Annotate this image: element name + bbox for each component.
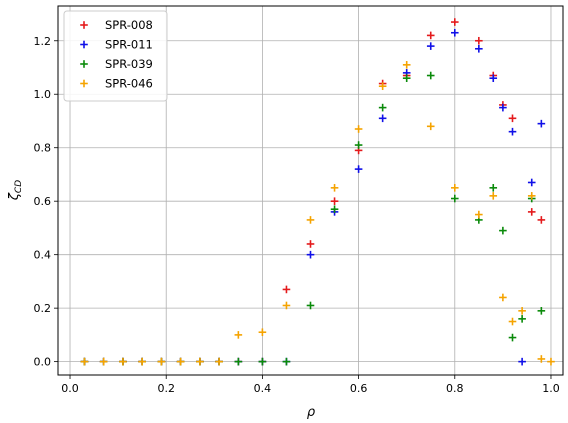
data-point (306, 240, 315, 248)
data-point (518, 315, 526, 323)
y-axis-label: ζCD (7, 180, 24, 201)
legend-box (63, 10, 168, 102)
y-axis-label-subscript: CD (14, 180, 24, 193)
legend-entry: SPR-008 (80, 18, 153, 32)
data-point (489, 74, 498, 82)
data-point (499, 103, 507, 112)
data-point (518, 307, 526, 315)
data-point (306, 301, 315, 310)
data-point (306, 216, 315, 224)
data-point (258, 328, 267, 337)
plot-frame (57, 5, 564, 376)
data-point (450, 18, 459, 26)
legend-entry: SPR-046 (80, 77, 153, 91)
x-tick-label: 0.6 (350, 382, 368, 395)
x-axis-label: ρ (307, 405, 316, 420)
data-point (306, 250, 315, 259)
data-point (99, 357, 108, 366)
data-point (450, 184, 459, 192)
legend: SPR-008 SPR-011 SPR-039 SPR-046 (63, 10, 168, 102)
data-point (402, 74, 411, 82)
data-point (330, 205, 339, 214)
data-point (196, 357, 204, 366)
data-point (176, 357, 185, 366)
data-point (378, 103, 387, 112)
data-point (527, 192, 536, 200)
y-tick-label: 0.2 (34, 302, 52, 315)
series-spr-039 (80, 71, 546, 366)
y-tick-label: 0.4 (34, 249, 52, 262)
y-tick-label: 0.0 (34, 356, 52, 369)
data-point (234, 357, 243, 366)
data-point (426, 71, 435, 80)
data-point (537, 216, 546, 224)
data-point (489, 184, 498, 192)
data-point (354, 141, 363, 149)
data-point (354, 165, 363, 173)
x-tick-label: 0.2 (157, 382, 175, 395)
data-point (330, 197, 339, 205)
x-tick-label: 0.8 (446, 382, 464, 395)
data-point (537, 307, 546, 315)
data-point (378, 114, 387, 123)
y-tick-label: 1.2 (34, 35, 52, 48)
data-point (508, 127, 517, 136)
legend-marker (80, 40, 88, 49)
y-tick-label: 0.8 (34, 142, 52, 155)
data-point (426, 122, 435, 131)
data-point (138, 357, 146, 366)
data-point (80, 357, 89, 366)
data-point (402, 61, 411, 69)
data-point (537, 355, 546, 363)
data-point (499, 293, 507, 302)
data-point (330, 184, 339, 192)
axis-ticks: 0.0 0.2 0.4 0.6 0.8 1.0 0.0 0.2 0.4 0.6 0.8 1.0 1.2 (34, 35, 560, 395)
series-spr-046 (80, 61, 555, 366)
x-tick-label: 1.0 (542, 382, 560, 395)
data-point (508, 333, 517, 342)
legend-label: SPR-008 (105, 18, 153, 32)
data-point (547, 357, 555, 366)
data-point (527, 208, 536, 216)
data-point (475, 36, 483, 45)
data-point (508, 114, 517, 123)
data-point (354, 125, 363, 133)
data-points (80, 18, 555, 366)
legend-entry: SPR-039 (80, 57, 153, 71)
data-point (537, 119, 546, 128)
data-point (508, 317, 517, 326)
data-point (378, 82, 387, 91)
y-axis-label-main: ζ (7, 192, 22, 201)
legend-marker (80, 60, 88, 68)
legend-label: SPR-046 (105, 77, 153, 91)
data-point (489, 192, 498, 200)
data-point (426, 42, 435, 50)
data-point (282, 301, 291, 310)
x-tick-label: 0.0 (61, 382, 79, 395)
legend-label: SPR-039 (105, 57, 153, 71)
data-point (426, 31, 435, 40)
legend-entry: SPR-011 (80, 38, 153, 52)
data-point (157, 357, 166, 366)
legend-label: SPR-011 (105, 38, 153, 52)
data-point (450, 194, 459, 203)
data-point (499, 226, 507, 235)
data-point (475, 44, 483, 53)
data-point (215, 357, 223, 366)
x-tick-label: 0.4 (254, 382, 272, 395)
data-point (282, 357, 291, 366)
data-point (475, 210, 483, 219)
data-point (527, 178, 536, 187)
data-point (258, 357, 267, 366)
data-point (119, 357, 127, 366)
data-point (450, 28, 459, 37)
data-point (282, 285, 291, 294)
legend-marker (80, 21, 88, 29)
data-point (234, 331, 243, 339)
y-tick-label: 1.0 (34, 88, 52, 101)
legend-marker (80, 79, 88, 88)
y-tick-label: 0.6 (34, 195, 52, 208)
data-point (518, 357, 526, 366)
